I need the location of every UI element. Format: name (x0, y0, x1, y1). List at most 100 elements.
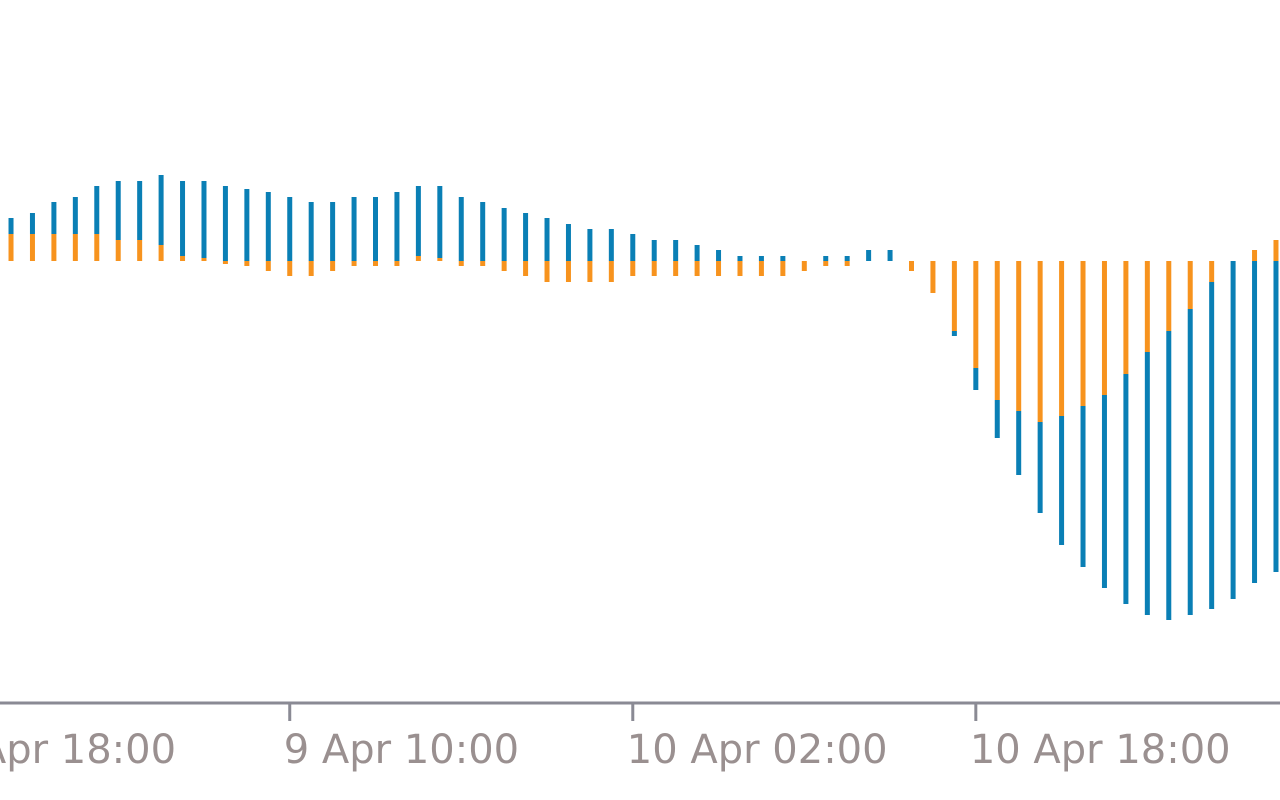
bar-segment (1016, 411, 1022, 475)
bar-segment (951, 261, 957, 331)
x-tick-label: 8 Apr 18:00 (0, 727, 176, 773)
bar-segment (951, 331, 957, 336)
bar-segment (158, 245, 164, 261)
bar-segment (158, 175, 164, 245)
bar-segment (716, 261, 722, 276)
bar-segment (265, 192, 271, 261)
bar-segment (480, 261, 486, 266)
bar-segment (673, 261, 679, 276)
bar-segment (1101, 261, 1107, 395)
bar-segment (694, 245, 700, 261)
bar-segment (1144, 352, 1150, 615)
bar-segment (523, 261, 529, 276)
bar-segment (1273, 240, 1279, 261)
bar-segment (1144, 261, 1150, 352)
bar-segment (565, 261, 571, 282)
bar-segment (651, 240, 657, 261)
x-tick-label: 10 Apr 18:00 (970, 727, 1231, 773)
bar-segment (716, 250, 722, 261)
bar-segment (137, 181, 143, 240)
bar-segment (930, 261, 936, 293)
bar-segment (1080, 261, 1086, 406)
bar-segment (1123, 261, 1129, 374)
bar-segment (373, 261, 378, 266)
bar-segment (1059, 261, 1065, 416)
bar-segment (415, 186, 421, 256)
bar-segment (587, 229, 593, 261)
bar-segment (29, 213, 35, 234)
bar-segment (265, 261, 271, 271)
bar-segment (330, 202, 336, 261)
bar-segment (973, 368, 979, 390)
bar-segment (1080, 406, 1086, 567)
bar-segment (287, 261, 293, 276)
x-tick-label: 9 Apr 10:00 (284, 727, 519, 773)
bar-segment (222, 186, 228, 261)
bar-segment (115, 181, 121, 240)
bar-segment (201, 181, 207, 258)
bar-segment (780, 256, 786, 261)
bar-segment (1252, 250, 1258, 261)
bar-segment (287, 197, 293, 261)
bar-segment (394, 261, 400, 266)
bar-segment (437, 258, 443, 261)
bar-segment (973, 261, 979, 368)
bar-segment (1252, 261, 1258, 583)
bar-segment (844, 261, 850, 266)
bar-segment (1037, 261, 1043, 422)
bar-segment (1209, 261, 1215, 282)
bar-segment (458, 197, 464, 261)
bar-segment (823, 256, 829, 261)
bar-segment (587, 261, 593, 282)
bar-segment (909, 261, 914, 271)
bar-segment (801, 261, 807, 271)
bar-segment (437, 186, 443, 258)
bar-segment (608, 261, 614, 282)
bar-segment (758, 256, 764, 261)
bar-segment (887, 250, 893, 261)
bar-segment (115, 240, 121, 261)
bar-segment (458, 261, 464, 266)
bar-segment (72, 234, 78, 261)
bar-segment (222, 261, 228, 264)
bar-segment (994, 400, 1000, 438)
bar-segment (1187, 261, 1193, 309)
bar-segment (373, 197, 378, 261)
bar-segment (308, 202, 314, 261)
bar-segment (694, 261, 700, 276)
bar-segment (351, 261, 357, 266)
bar-segment (180, 256, 186, 261)
bar-segment (51, 202, 57, 234)
bar-segment (351, 197, 357, 261)
bar-segment (1166, 331, 1172, 620)
bar-segment (1016, 261, 1022, 411)
bar-segment (8, 234, 14, 261)
bar-segment (780, 261, 786, 276)
bar-segment (737, 261, 743, 276)
bar-segment (608, 229, 614, 261)
bar-segment (1123, 374, 1129, 604)
bar-segment (201, 258, 207, 261)
bar-segment (330, 261, 336, 271)
bar-segment (565, 224, 571, 261)
bar-segment (844, 256, 850, 261)
bar-segment (823, 261, 829, 266)
bar-segment (544, 218, 550, 261)
bar-segment (1101, 395, 1107, 588)
bar-segment (758, 261, 764, 276)
bar-segment (523, 213, 529, 261)
bar-segment (244, 261, 250, 266)
bar-segment (244, 189, 250, 261)
bar-segment (866, 250, 872, 261)
bar-segment (1037, 422, 1043, 513)
x-tick-label: 10 Apr 02:00 (627, 727, 888, 773)
bar-segment (737, 256, 743, 261)
bar-segment (180, 181, 186, 256)
bar-segment (1209, 282, 1215, 609)
bar-segment (1187, 309, 1193, 615)
bar-segment (673, 240, 679, 261)
bar-segment (544, 261, 550, 282)
bar-segment (308, 261, 314, 276)
bar-segment (137, 240, 143, 261)
